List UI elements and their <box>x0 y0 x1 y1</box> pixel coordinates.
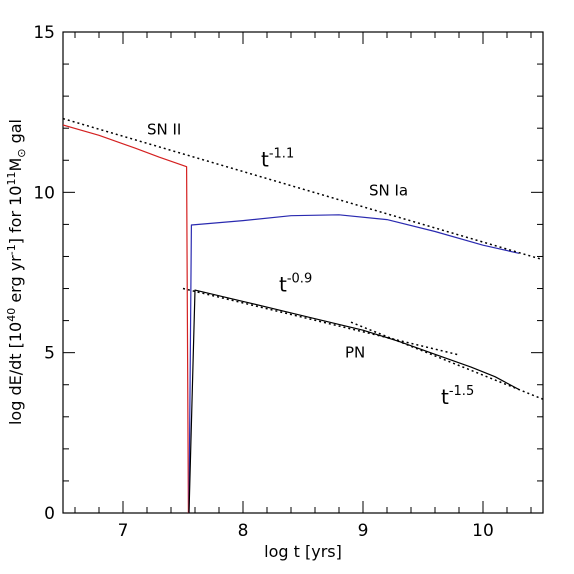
y-axis-label-part-3: ] for 10 <box>6 186 25 245</box>
y-tick-label: 15 <box>33 23 55 43</box>
power-law-exponent: -1.1 <box>269 147 294 162</box>
x-tick-label: 8 <box>238 521 249 541</box>
power-law-exponent: -0.9 <box>287 272 312 287</box>
y-axis-label: log dE/dt [1040 erg yr-1] for 1011M⊙ gal <box>5 119 28 425</box>
y-axis-label-part-1: log dE/dt [10 <box>6 322 25 425</box>
x-tick-label: 10 <box>472 521 494 541</box>
y-axis-label-sup-1: 40 <box>5 308 18 322</box>
power-law-base: t <box>441 385 449 409</box>
x-axis-label: log t [yrs] <box>264 542 342 561</box>
power-law-annotation: t-1.5 <box>441 384 474 409</box>
y-axis-label-part-4: M <box>6 158 25 172</box>
series-annotation-pn: PN <box>345 343 365 361</box>
ticks-group <box>63 31 543 514</box>
tick-labels-group: 7 8 9 10 0 5 10 15 <box>33 23 493 541</box>
y-axis-label-part-5: gal <box>6 119 25 149</box>
series-annotation-sn-ia: SN Ia <box>369 182 408 200</box>
power-law-exponent: -1.5 <box>449 384 474 399</box>
y-axis-label-part-2: erg yr <box>6 255 25 308</box>
power-law-base: t <box>261 148 269 172</box>
power-law-annotation: t-1.1 <box>261 147 294 172</box>
power-law-annotation: t-0.9 <box>279 272 312 297</box>
y-tick-label: 5 <box>44 344 55 364</box>
x-tick-label: 7 <box>118 521 129 541</box>
series-line-sn-ia <box>188 214 520 514</box>
series-line-pn <box>188 289 520 514</box>
series-group <box>62 117 544 514</box>
plot-frame <box>62 31 544 514</box>
y-axis-label-sub-sun: ⊙ <box>15 148 28 157</box>
y-tick-label: 0 <box>44 504 55 524</box>
series-annotation-sn-ii: SN II <box>147 121 181 139</box>
y-axis-label-sup-3: 11 <box>5 172 18 186</box>
power-law-fit-line <box>62 117 544 261</box>
power-law-base: t <box>279 273 287 297</box>
power-law-fit-line <box>182 287 460 356</box>
series-line-sn-ii <box>62 124 189 514</box>
x-tick-label: 9 <box>358 521 369 541</box>
y-tick-label: 10 <box>33 183 55 203</box>
y-axis-label-sup-2: -1 <box>5 244 18 255</box>
plot-frame-group <box>62 31 544 514</box>
